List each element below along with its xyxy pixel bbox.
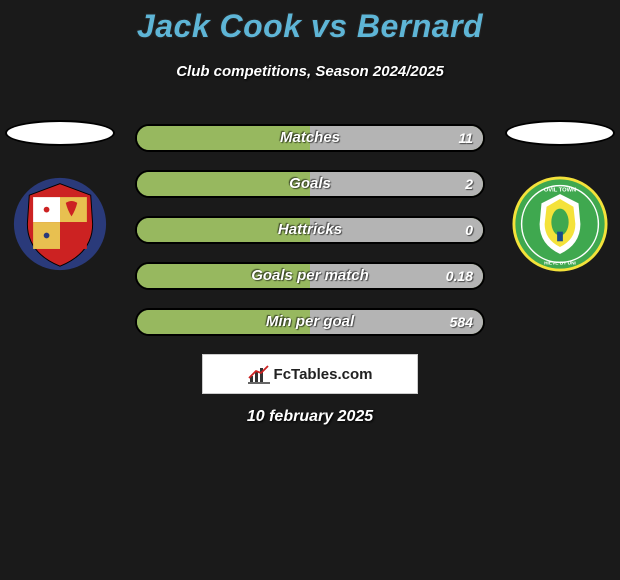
stat-row: Matches11 (135, 124, 485, 152)
date-label: 10 february 2025 (0, 408, 620, 426)
stat-label: Hattricks (137, 218, 483, 242)
svg-text:OVIL TOWN: OVIL TOWN (544, 187, 576, 193)
left-club-column (5, 120, 115, 272)
svg-text:HIEVE BY UNI: HIEVE BY UNI (544, 260, 576, 266)
left-ellipse-placeholder (5, 120, 115, 146)
stat-value-right: 11 (458, 126, 473, 150)
right-ellipse-placeholder (505, 120, 615, 146)
stat-row: Min per goal584 (135, 308, 485, 336)
stat-label: Matches (137, 126, 483, 150)
page-subtitle: Club competitions, Season 2024/2025 (0, 63, 620, 80)
right-club-crest-icon: OVIL TOWN HIEVE BY UNI (512, 176, 608, 272)
stat-value-right: 2 (465, 172, 473, 196)
stats-panel: Matches11 Goals2 Hattricks0 Goals per match… (135, 124, 485, 354)
left-club-crest-icon (12, 176, 108, 272)
stat-row: Goals per match0.18 (135, 262, 485, 290)
stat-value-right: 584 (450, 310, 473, 334)
stat-row: Goals2 (135, 170, 485, 198)
stat-label: Goals per match (137, 264, 483, 288)
stat-value-right: 0 (465, 218, 473, 242)
brand-label: FcTables.com (274, 366, 373, 383)
stat-label: Goals (137, 172, 483, 196)
stat-label: Min per goal (137, 310, 483, 334)
stat-row: Hattricks0 (135, 216, 485, 244)
brand-badge: FcTables.com (202, 354, 418, 394)
brand-chart-icon (248, 364, 270, 384)
page-title: Jack Cook vs Bernard (0, 0, 620, 45)
right-club-column: OVIL TOWN HIEVE BY UNI (505, 120, 615, 272)
stat-value-right: 0.18 (446, 264, 473, 288)
